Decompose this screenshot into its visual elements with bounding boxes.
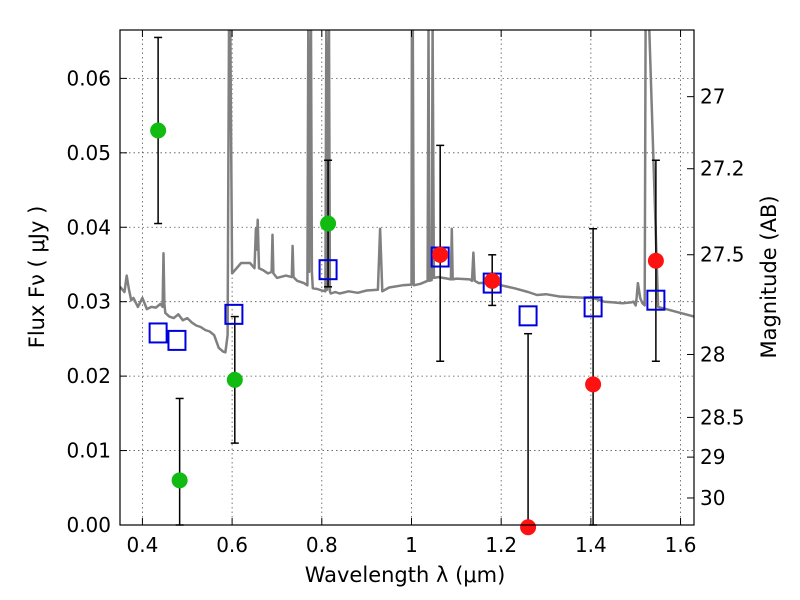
y-right-tick-label: 27.2 (700, 157, 745, 181)
y-tick-label: 0.06 (66, 66, 111, 90)
model-point (518, 305, 538, 327)
y-axis-right-label: Magnitude (AB) (757, 195, 781, 358)
photometry-red-point (647, 252, 664, 269)
x-tick-label: 1.2 (485, 533, 517, 557)
y-right-tick-label: 28.5 (700, 405, 745, 429)
x-tick-label: 1.6 (665, 533, 697, 557)
y-tick-label: 0.05 (66, 141, 111, 165)
spectrum-line (120, 30, 694, 354)
model-point (583, 296, 603, 318)
marker-layer (148, 36, 666, 536)
y-tick-label: 0.01 (66, 439, 111, 463)
y-right-tick-label: 27 (700, 85, 725, 109)
y-right-tick-label: 27.5 (700, 243, 745, 267)
y-right-tick-label: 30 (700, 486, 725, 510)
series-layer (120, 30, 694, 354)
photometry-green-point (226, 371, 243, 388)
photometry-green-point (320, 215, 337, 232)
y-tick-label: 0.04 (66, 215, 111, 239)
x-tick-label: 0.6 (216, 533, 248, 557)
x-tick-label: 1 (405, 533, 418, 557)
y-tick-label: 0.03 (66, 290, 111, 314)
photometry-red-point (585, 376, 602, 393)
model-point (224, 303, 244, 325)
model-point (318, 259, 338, 281)
model-point (646, 289, 666, 311)
model-point (167, 329, 187, 351)
y-right-tick-label: 29 (700, 445, 725, 469)
plot-frame (119, 29, 695, 526)
photometry-green-point (150, 122, 167, 139)
x-tick-label: 0.4 (127, 533, 159, 557)
ticks: 0.4 0.6 0.8 1 1.2 1.4 1.6 0.00 0.01 0.02 0.03 0.04 0… (66, 30, 745, 557)
model-point (148, 322, 168, 344)
y-right-tick-label: 28 (700, 342, 725, 366)
photometry-green-point (171, 472, 188, 489)
photometry-red-point (520, 519, 537, 536)
x-tick-label: 1.4 (575, 533, 607, 557)
y-axis-label: Flux Fν ( μJy ) (25, 206, 49, 349)
photometry-red-point (432, 246, 449, 263)
photometry-red-point (484, 272, 501, 289)
x-axis-label: Wavelength λ (μm) (305, 563, 506, 587)
y-tick-label: 0.02 (66, 364, 111, 388)
y-tick-label: 0.00 (66, 513, 111, 537)
x-tick-label: 0.8 (306, 533, 338, 557)
